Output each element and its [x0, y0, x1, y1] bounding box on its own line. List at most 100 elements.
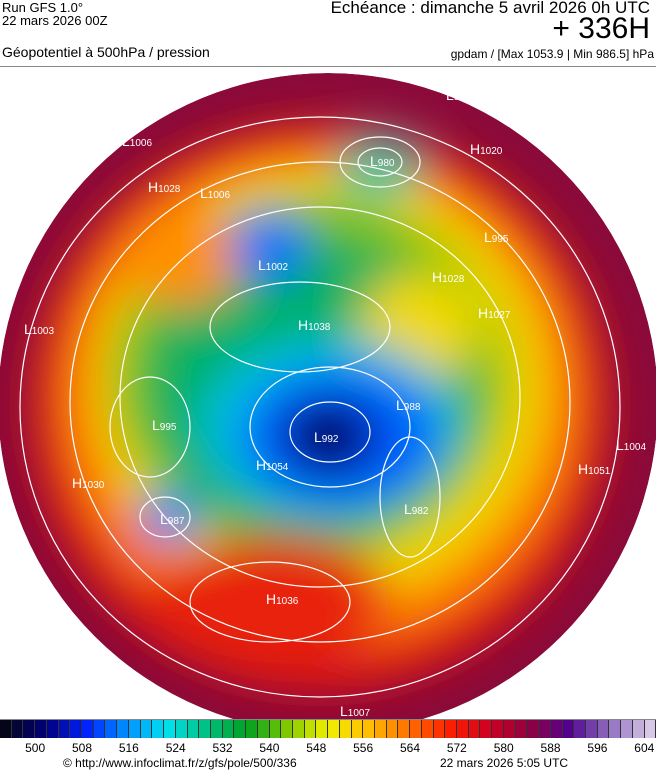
colorbar-swatch	[562, 720, 575, 738]
colorbar-tick-label: 556	[353, 741, 374, 755]
pressure-center: H1038	[298, 317, 331, 333]
colorbar-swatch	[328, 720, 340, 738]
generated-time: 22 mars 2026 5:05 UTC	[440, 756, 569, 770]
colorbar-tick-label: 572	[446, 741, 467, 755]
colorbar-swatch	[222, 720, 235, 738]
colorbar-swatch	[539, 720, 551, 738]
colorbar-swatch	[269, 720, 282, 738]
pressure-center: H1036	[266, 591, 299, 607]
pressure-center: H1028	[148, 179, 181, 195]
colorbar-swatch	[281, 720, 293, 738]
colorbar-swatch	[234, 720, 247, 738]
colorbar-swatch	[58, 720, 71, 738]
colorbar-swatch	[246, 720, 258, 738]
colorbar-tick-label: 508	[71, 741, 93, 755]
colorbar-swatch	[46, 720, 59, 738]
colorbar-swatch	[550, 720, 563, 738]
echeance: Echéance : dimanche 5 avril 2026 0h UTC	[330, 0, 650, 17]
colorbar-swatch	[117, 720, 129, 738]
colorbar-swatch	[585, 720, 598, 738]
colorbar-swatch	[644, 720, 656, 738]
colorbar-swatch	[199, 720, 211, 738]
colorbar-swatch	[398, 720, 411, 738]
pressure-center: L995	[446, 87, 471, 103]
colorbar-swatch	[503, 720, 516, 738]
pressure-center: L988	[396, 397, 421, 413]
colorbar-swatch	[632, 720, 645, 738]
colorbar-swatch	[492, 720, 504, 738]
colorbar-swatch	[574, 720, 586, 738]
colorbar-tick-label: 604	[634, 741, 655, 755]
colorbar-swatch	[140, 720, 153, 738]
colorbar-swatch	[445, 720, 458, 738]
run-date: 22 mars 2026 00Z	[2, 13, 108, 28]
pressure-center: L1004	[616, 437, 647, 453]
pressure-center: L1003	[24, 321, 55, 337]
colorbar-swatch	[468, 720, 481, 738]
colorbar-swatch	[257, 720, 270, 738]
geopotential-field	[0, 73, 656, 719]
units-range: gpdam / [Max 1053.9 | Min 986.5] hPa	[450, 47, 654, 61]
colorbar-swatch	[11, 720, 24, 738]
colorbar-swatch	[457, 720, 469, 738]
colorbar-tick-label: 500	[25, 741, 46, 755]
colorbar-swatch	[480, 720, 493, 738]
polar-map: L995 L1006 L980 H1020 H1028 L1006 L1002 …	[0, 66, 656, 720]
colorbar-tick-label: 540	[259, 741, 280, 755]
colorbar-swatch	[210, 720, 223, 738]
colorbar-swatch	[316, 720, 329, 738]
parameter-title: Géopotentiel à 500hPa / pression	[2, 44, 210, 60]
colorbar-swatch	[152, 720, 165, 738]
colorbar-swatch	[609, 720, 622, 738]
pressure-center: H1051	[578, 461, 611, 477]
colorbar-tick-label: 524	[165, 741, 186, 755]
colorbar-swatch	[35, 720, 47, 738]
colorbar-swatch	[433, 720, 446, 738]
pressure-center: H1028	[432, 269, 465, 285]
isobar-contours	[19, 116, 621, 698]
colorbar-tick-label: 548	[306, 741, 327, 755]
colorbar-tick-label: 596	[587, 741, 608, 755]
colorbar-swatch	[597, 720, 610, 738]
colorbar-swatch	[410, 720, 422, 738]
colorbar-swatch	[175, 720, 188, 738]
colorbar-swatch	[292, 720, 305, 738]
colorbar-swatch	[375, 720, 387, 738]
colorbar-swatch	[421, 720, 434, 738]
colorbar-swatch	[93, 720, 106, 738]
pressure-center: H1054	[256, 457, 289, 473]
pressure-center: H1030	[72, 475, 105, 491]
source-credit: © http://www.infoclimat.fr/z/gfs/pole/50…	[63, 756, 297, 770]
colorbar-tick-label: 580	[493, 741, 514, 755]
pressure-center: L1007	[340, 703, 371, 719]
pressure-center: L980	[370, 153, 395, 169]
colorbar	[0, 720, 656, 738]
colorbar-swatch	[70, 720, 83, 738]
colorbar-swatch	[515, 720, 528, 738]
colorbar-swatch	[621, 720, 633, 738]
colorbar-tick-label: 532	[212, 741, 233, 755]
colorbar-swatch	[128, 720, 141, 738]
colorbar-swatch	[386, 720, 399, 738]
colorbar-swatch	[187, 720, 200, 738]
colorbar-swatch	[339, 720, 352, 738]
colorbar-ticks: 500 508 516 524 532 540 548 556 564 572 580 588 596 6…	[0, 741, 656, 755]
colorbar-swatch	[363, 720, 375, 738]
colorbar-swatch	[164, 720, 176, 738]
pressure-center: L1006	[200, 185, 231, 201]
lead-time: + 336H	[552, 12, 650, 45]
pressure-center: L995	[152, 417, 177, 433]
pressure-center: L992	[314, 429, 339, 445]
run-label: Run GFS 1.0°	[2, 0, 84, 15]
colorbar-tick-label: 564	[399, 741, 421, 755]
colorbar-swatch	[23, 720, 36, 738]
colorbar-swatch	[351, 720, 364, 738]
pressure-center: L1002	[258, 257, 289, 273]
colorbar-swatch	[0, 720, 12, 738]
pressure-center: H1020	[470, 141, 503, 157]
colorbar-swatch	[82, 720, 94, 738]
pressure-center: L1006	[122, 133, 153, 149]
colorbar-swatch	[304, 720, 317, 738]
colorbar-swatch	[527, 720, 540, 738]
colorbar-tick-label: 516	[118, 741, 139, 755]
